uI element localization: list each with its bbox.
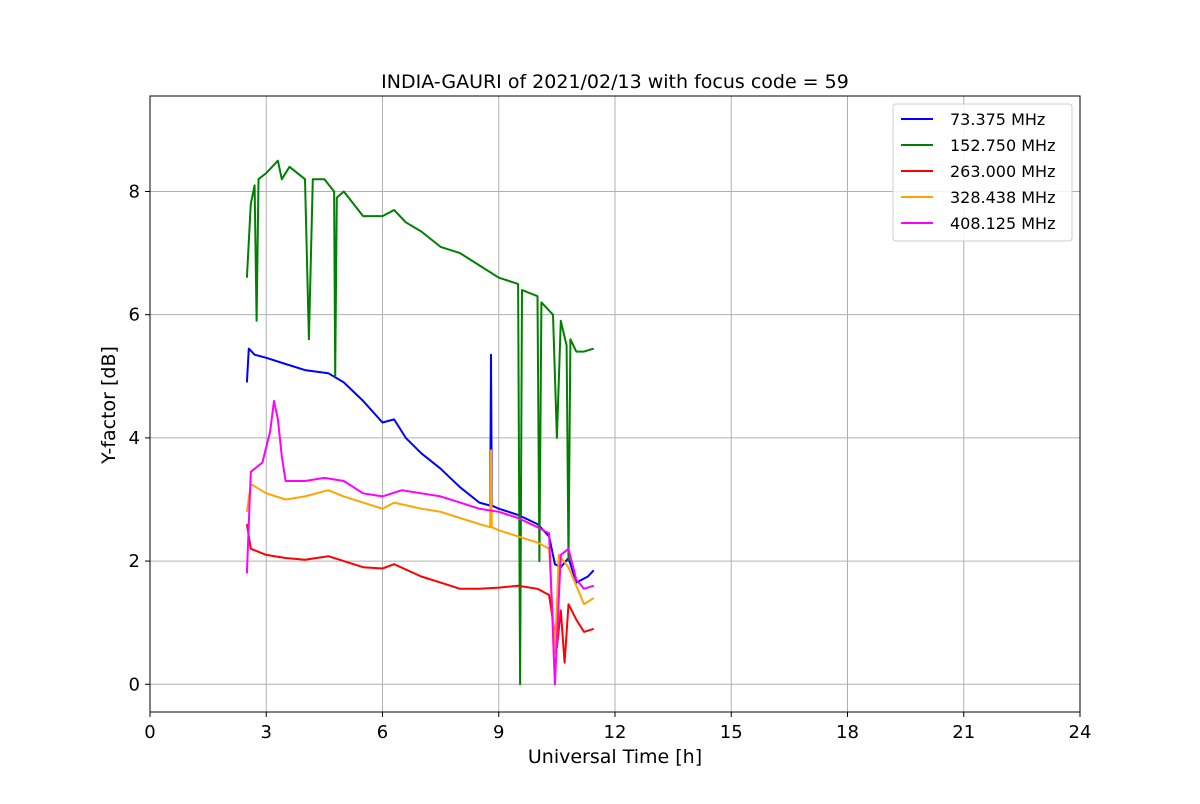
series-line-3	[245, 449, 595, 655]
x-tick-label: 12	[604, 722, 627, 743]
series-line-1	[245, 159, 594, 686]
series-line-4	[245, 399, 595, 686]
y-tick-label: 2	[129, 551, 140, 572]
legend-box	[892, 103, 1073, 242]
x-tick-label: 3	[261, 722, 272, 743]
chart-title: INDIA-GAURI of 2021/02/13 with focus cod…	[381, 71, 849, 93]
legend-label: 152.750 MHz	[950, 136, 1055, 155]
legend-label: 263.000 MHz	[950, 162, 1055, 181]
y-tick-label: 6	[129, 305, 140, 326]
x-axis-label: Universal Time [h]	[528, 746, 702, 768]
series-line-2	[245, 523, 595, 664]
x-tick-label: 21	[952, 722, 975, 743]
x-tick-label: 24	[1069, 722, 1092, 743]
y-tick-label: 8	[129, 181, 140, 202]
series-lines	[245, 159, 595, 686]
x-tick-label: 6	[377, 722, 388, 743]
x-tick-label: 15	[720, 722, 743, 743]
legend: 73.375 MHz 152.750 MHz 263.000 MHz 328.438 …	[892, 103, 1073, 242]
x-tick-label: 9	[493, 722, 504, 743]
legend-label: 73.375 MHz	[950, 110, 1045, 129]
series-line-0	[245, 347, 595, 584]
y-axis-label: Y-factor [dB]	[98, 346, 120, 465]
y-tick-label: 0	[129, 674, 140, 695]
legend-label: 328.438 MHz	[950, 188, 1055, 207]
x-tick-label: 18	[836, 722, 859, 743]
legend-label: 408.125 MHz	[950, 214, 1055, 233]
x-tick-label: 0	[144, 722, 155, 743]
y-tick-label: 4	[129, 428, 140, 449]
